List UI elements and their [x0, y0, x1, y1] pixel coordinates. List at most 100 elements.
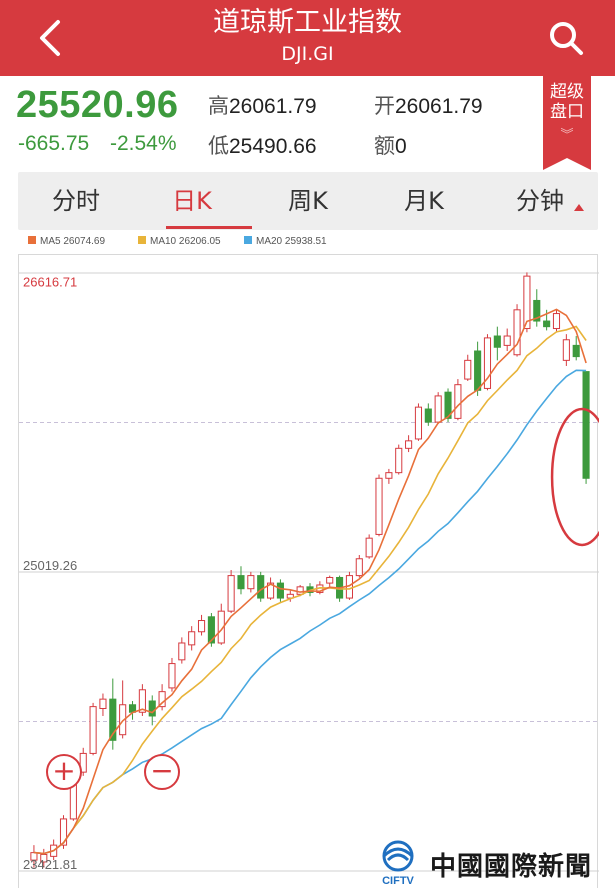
candle-up [513, 309, 521, 356]
candle-up [227, 575, 235, 612]
broadcaster-watermark: CIFTV 中國國際新聞臺 [370, 838, 615, 888]
ma20-swatch [244, 236, 252, 245]
page-title: 道琼斯工业指数 [213, 7, 402, 38]
candle-up [119, 704, 127, 736]
candle-up [503, 335, 511, 346]
candle-down [533, 299, 541, 322]
candle-up [178, 642, 186, 661]
ma10-line [33, 325, 587, 855]
high-label: 高 [208, 94, 229, 118]
candle-up [188, 631, 196, 646]
amount-value: 0 [395, 135, 407, 158]
page-subtitle: DJI.GI [281, 43, 334, 65]
candle-up [59, 818, 68, 846]
candle-up [79, 752, 87, 773]
candle-up [168, 663, 176, 689]
low-value: 25490.66 [229, 135, 317, 158]
ciftv-logo-text: CIFTV [382, 875, 414, 887]
last-price: 25520.96 [16, 84, 179, 126]
candle-up [355, 558, 363, 577]
candle-down [207, 616, 215, 644]
open-value: 26061.79 [395, 95, 483, 118]
high-stat: 高26061.79 [208, 90, 317, 120]
active-tab-indicator [166, 226, 252, 229]
watermark-text: 中國國際新聞臺 [430, 852, 593, 882]
y-axis-label: 26616.71 [23, 275, 77, 290]
ma5-swatch [28, 236, 36, 245]
candle-up [158, 691, 166, 708]
search-icon[interactable] [546, 18, 586, 58]
candle-down [148, 700, 156, 717]
candle-down [493, 335, 501, 348]
candle-up [405, 440, 413, 449]
candle-down [444, 391, 452, 419]
candle-up [464, 359, 472, 380]
zoom-out-button[interactable]: − [144, 754, 180, 790]
candle-up [434, 395, 442, 423]
ma5-line [33, 308, 587, 855]
highlight-ellipse [550, 407, 599, 547]
candle-up [483, 337, 492, 389]
chevron-down-icon: ︾ [560, 128, 574, 143]
zoom-in-button[interactable]: + [46, 754, 82, 790]
legend-ma20-label: MA20 25938.51 [256, 236, 327, 247]
candle-up [197, 620, 206, 633]
super-label-line1: 超级 [550, 82, 584, 102]
tab-weekly-k[interactable]: 周K [288, 187, 328, 215]
high-value: 26061.79 [229, 95, 317, 118]
candle-up [552, 313, 561, 330]
candle-up [523, 275, 531, 330]
candle-down [257, 575, 265, 599]
quote-panel: 25520.96 -665.75 -2.54% 高26061.79 开26061… [0, 76, 615, 168]
y-axis-label: 23421.81 [23, 857, 77, 872]
low-label: 低 [208, 134, 229, 158]
candle-up [562, 339, 570, 361]
candle-up [414, 406, 423, 440]
price-change-percent: -2.54% [110, 132, 177, 155]
candle-down [572, 344, 580, 358]
candle-up [89, 706, 97, 754]
amount-stat: 额0 [374, 130, 407, 160]
legend-ma5: MA5 26074.69 [28, 236, 105, 247]
candle-up [365, 537, 373, 558]
price-change: -665.75 [18, 132, 90, 155]
super-label-line2: 盘口 [550, 102, 584, 122]
legend-ma5-label: MA5 26074.69 [40, 236, 106, 247]
top-nav-bar: 道琼斯工业指数 DJI.GI [0, 0, 615, 76]
candle-up [375, 477, 383, 535]
candle-up [99, 698, 107, 709]
candle-down [474, 350, 482, 391]
ciftv-logo-icon: CIFTV [382, 840, 415, 887]
candle-up [247, 575, 255, 590]
chevron-left-icon[interactable] [30, 14, 70, 62]
candle-down [424, 408, 432, 423]
candle-down [543, 320, 551, 328]
candle-up [385, 472, 393, 479]
candle-up [395, 447, 403, 474]
y-axis-label: 25019.26 [23, 558, 77, 573]
candle-up [40, 853, 48, 863]
tab-monthly-k[interactable]: 月K [404, 187, 444, 215]
candlestick-chart[interactable]: 26616.71 25019.26 23421.81 [18, 254, 599, 888]
kline-svg[interactable]: 26616.71 25019.26 23421.81 [19, 255, 599, 888]
legend-ma20: MA20 25938.51 [244, 236, 327, 247]
candle-up [267, 582, 275, 599]
legend-ma10-label: MA10 26206.05 [150, 236, 221, 247]
open-label: 开 [374, 94, 395, 118]
candle-up [296, 586, 304, 595]
super-order-book-button[interactable]: 超级 盘口 ︾ [543, 76, 591, 170]
candle-up [138, 689, 146, 713]
candle-up [454, 384, 462, 419]
candle-down [109, 698, 117, 741]
candle-down [582, 371, 590, 479]
period-tabs: 分时 日K 周K 月K 分钟 [18, 172, 598, 230]
ma20-line [33, 369, 587, 855]
dropdown-triangle-icon[interactable] [574, 204, 584, 211]
tab-minute[interactable]: 分钟 [516, 187, 564, 215]
tab-intraday[interactable]: 分时 [52, 187, 100, 215]
tab-daily-k[interactable]: 日K [172, 187, 212, 215]
candle-up [326, 576, 334, 584]
amount-label: 额 [374, 134, 395, 158]
ma10-swatch [138, 236, 146, 245]
candle-down [237, 575, 245, 590]
